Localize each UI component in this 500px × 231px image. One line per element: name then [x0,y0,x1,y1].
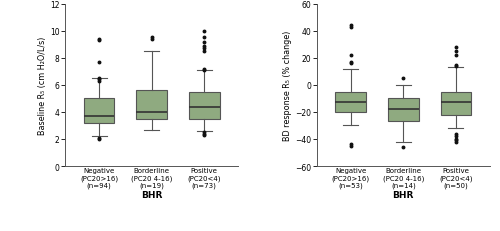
PathPatch shape [189,92,220,119]
Y-axis label: BD response R₅ (% change): BD response R₅ (% change) [283,30,292,140]
PathPatch shape [388,99,418,122]
Y-axis label: Baseline R₅ (cm H₂O/L/s): Baseline R₅ (cm H₂O/L/s) [38,36,47,134]
PathPatch shape [136,91,167,119]
PathPatch shape [336,92,366,112]
PathPatch shape [440,92,471,115]
X-axis label: BHR: BHR [392,190,414,199]
X-axis label: BHR: BHR [141,190,163,199]
PathPatch shape [84,99,114,123]
